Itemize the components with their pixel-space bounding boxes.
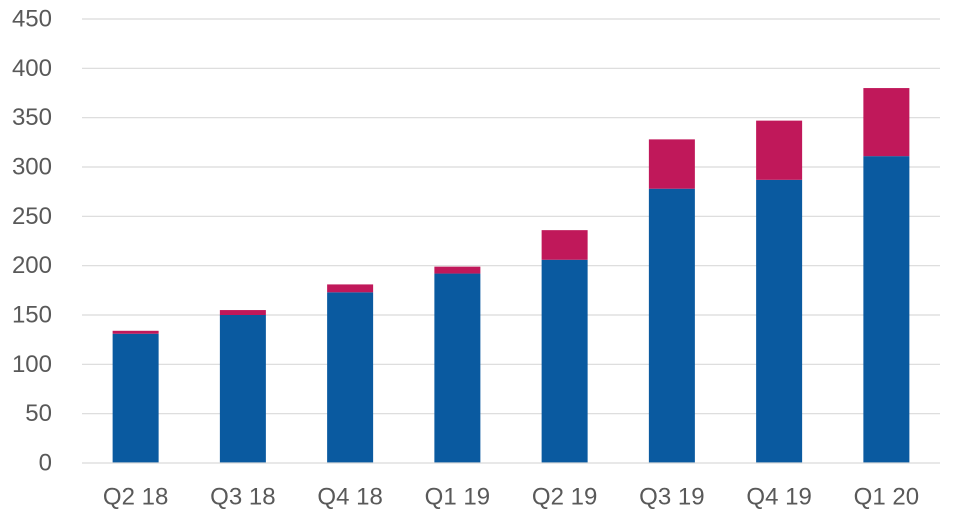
bar-segment-series-1 [863,156,910,463]
x-tick-label: Q4 18 [317,484,382,511]
bar-segment-series-2 [434,266,481,274]
y-axis-ticks: 0 50 100 150 200 250 300 350 400 450 [12,6,52,477]
bar-segment-series-1 [756,179,803,463]
bar-segment-series-2 [863,88,910,157]
x-tick-label: Q3 18 [210,484,275,511]
y-tick-label: 100 [12,351,52,378]
y-tick-label: 300 [12,154,52,181]
bar-segment-series-1 [648,188,695,463]
gridlines [82,18,940,415]
bar-segment-series-2 [648,139,695,189]
bar-segment-series-2 [219,310,266,315]
bar-segment-series-2 [327,284,374,293]
y-tick-label: 250 [12,203,52,230]
bar-segment-series-1 [434,273,481,463]
x-tick-label: Q3 19 [639,484,704,511]
bar-segment-series-2 [541,230,588,260]
y-tick-label: 0 [39,450,52,477]
bar-segment-series-2 [756,120,803,180]
y-tick-label: 150 [12,302,52,329]
x-tick-label: Q2 19 [532,484,597,511]
x-tick-label: Q2 18 [103,484,168,511]
bar-segment-series-1 [327,292,374,463]
bar-segment-series-1 [112,333,159,463]
bars [112,88,910,463]
x-axis-ticks: Q2 18 Q3 18 Q4 18 Q1 19 Q2 19 Q3 19 Q4 19 Q1 20 [103,484,919,511]
x-tick-label: Q4 19 [746,484,811,511]
bar-segment-series-1 [219,315,266,463]
y-tick-label: 50 [25,400,52,427]
x-tick-label: Q1 19 [425,484,490,511]
y-tick-label: 200 [12,252,52,279]
x-tick-label: Q1 20 [854,484,919,511]
bar-segment-series-1 [541,259,588,463]
y-tick-label: 350 [12,104,52,131]
y-tick-label: 400 [12,55,52,82]
bar-segment-series-2 [112,330,159,334]
y-tick-label: 450 [12,6,52,33]
